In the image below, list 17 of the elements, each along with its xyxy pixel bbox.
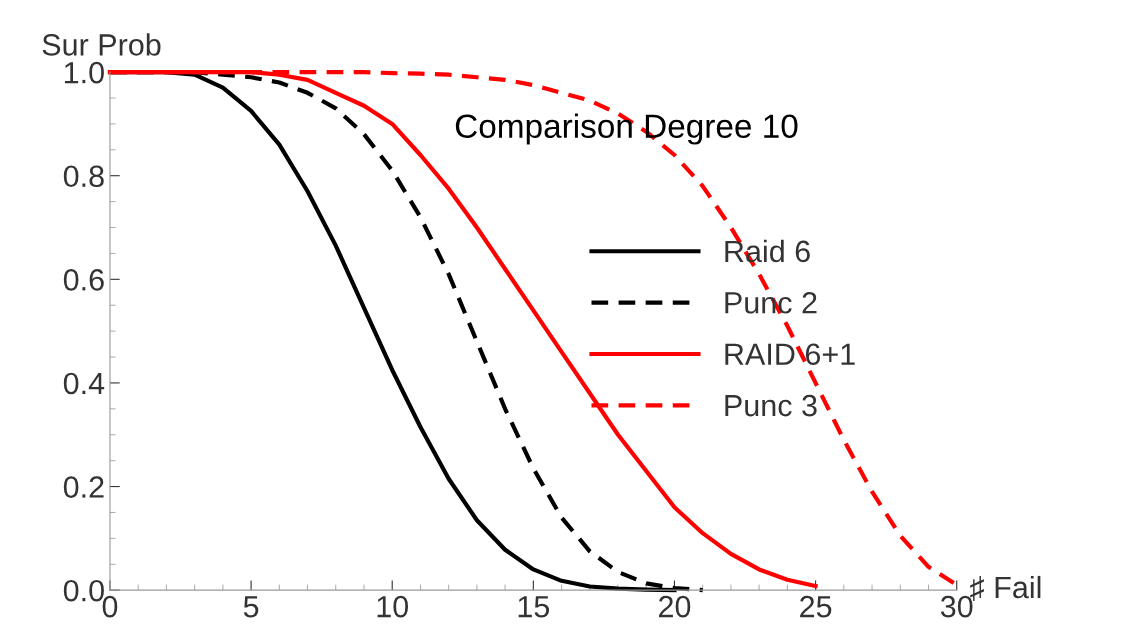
x-tick-label: 0 bbox=[102, 595, 118, 618]
legend-label: RAID 6+1 bbox=[725, 343, 855, 366]
text: Comparison Degree 10 bbox=[455, 113, 798, 145]
legend-label: Punc 3 bbox=[725, 394, 817, 417]
legend-label: Raid 6 bbox=[725, 239, 810, 263]
x-tick-label: 5 bbox=[243, 596, 259, 618]
y-tick-label: 0.8 bbox=[63, 165, 104, 188]
y-tick-label: 1.0 bbox=[64, 61, 104, 84]
x-tick-label: 20 bbox=[659, 595, 691, 618]
y-tick-label: 0.6 bbox=[63, 269, 104, 291]
y-tick-label: 0.4 bbox=[63, 372, 105, 395]
x-tick-label: 10 bbox=[377, 595, 409, 618]
y-tick-label: 0.2 bbox=[63, 476, 104, 498]
x-tick-label: 15 bbox=[518, 596, 550, 618]
y-axis-title: Sur Prob bbox=[42, 33, 161, 56]
x-tick-label: 25 bbox=[800, 595, 832, 618]
y-tick-label: 0.0 bbox=[63, 579, 104, 602]
